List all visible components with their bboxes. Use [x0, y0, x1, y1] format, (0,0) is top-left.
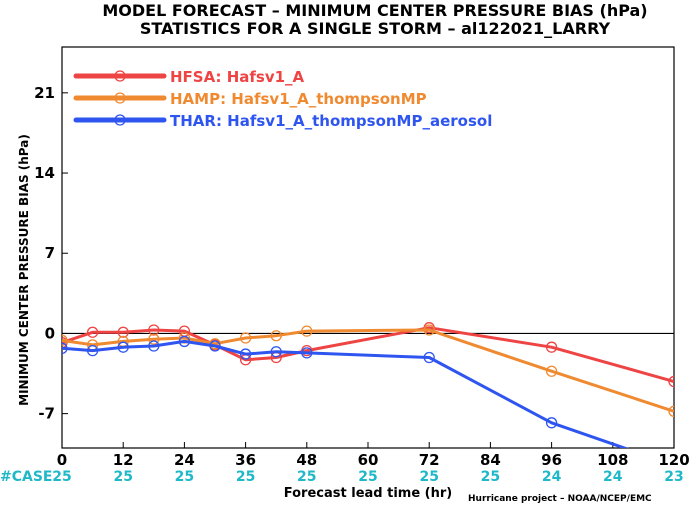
x-tick-label: 120 [658, 451, 689, 469]
series-group [62, 322, 674, 448]
x-tick-label: 60 [358, 451, 379, 469]
data-point [301, 347, 313, 359]
y-axis-label: MINIMUM CENTER PRESSURE BIAS (hPa) [17, 134, 31, 406]
x-tick-label: 12 [113, 451, 134, 469]
data-point [62, 334, 68, 346]
x-tick-label: 36 [235, 451, 256, 469]
case-count: 24 [603, 469, 623, 485]
legend-swatch-marker [114, 70, 126, 82]
data-point [545, 417, 558, 429]
y-tick-label: 21 [34, 84, 55, 102]
y-tick-label: 0 [45, 324, 55, 342]
legend-entry: HFSA: Hafsv1_A [170, 68, 305, 86]
data-point [668, 375, 674, 388]
legend-entry: HAMP: Hafsv1_A_thompsonMP [170, 90, 427, 108]
data-point [270, 330, 282, 342]
y-tick-label: 14 [34, 164, 55, 182]
data-point [209, 340, 221, 352]
data-point [668, 405, 674, 417]
data-point [423, 324, 435, 336]
x-tick-label: 24 [174, 451, 195, 469]
data-point [423, 351, 435, 364]
plot-area: 0 12 24 36 48 60 72 84 96 108 120 -7 0 7 14 21 HFSA: Haf… [34, 46, 690, 485]
chart-title-line-2: STATISTICS FOR A SINGLE STORM – al122021… [140, 19, 611, 38]
data-point [178, 335, 191, 348]
data-point [117, 326, 129, 338]
data-point [148, 333, 160, 345]
x-tick-label: 96 [541, 451, 562, 469]
data-point [62, 342, 68, 354]
legend-swatch-marker [114, 92, 126, 104]
case-count: 25 [297, 469, 316, 485]
credit-text: Hurricane project – NOAA/NCEP/EMC [468, 494, 652, 504]
case-count: 25 [481, 469, 500, 485]
case-count: 25 [358, 469, 377, 485]
x-tick-label: 0 [57, 451, 67, 469]
case-count: 24 [542, 469, 562, 485]
case-count: 25 [419, 469, 438, 485]
data-point [301, 325, 313, 337]
data-point [178, 332, 191, 344]
x-tick-label: 48 [296, 451, 317, 469]
data-point [545, 365, 558, 377]
legend-entry: THAR: Hafsv1_A_thompsonMP_aerosol [170, 112, 492, 130]
case-count: 25 [52, 469, 71, 485]
data-point [86, 344, 99, 357]
y-tick-label: 7 [45, 244, 55, 262]
data-point [545, 341, 558, 353]
chart-title-line-1: MODEL FORECAST – MINIMUM CENTER PRESSURE… [102, 1, 647, 20]
data-point [239, 348, 252, 360]
data-point [239, 332, 252, 344]
y-tick-label: -7 [38, 405, 55, 423]
series-line-2 [62, 328, 674, 413]
x-axis-label: Forecast lead time (hr) [284, 486, 452, 501]
x-tick-label: 108 [597, 451, 628, 469]
data-point [148, 340, 160, 352]
case-count: 23 [664, 469, 683, 485]
data-point [117, 341, 129, 353]
case-count: 25 [113, 469, 132, 485]
case-count: 25 [175, 469, 194, 485]
case-label: #CASE [0, 469, 53, 485]
case-count: 25 [236, 469, 255, 485]
legend-swatch-marker [114, 114, 126, 126]
data-point [86, 326, 99, 338]
x-tick-label: 72 [419, 451, 440, 469]
data-point [270, 346, 282, 358]
data-point [148, 324, 160, 336]
x-tick-label: 84 [480, 451, 501, 469]
